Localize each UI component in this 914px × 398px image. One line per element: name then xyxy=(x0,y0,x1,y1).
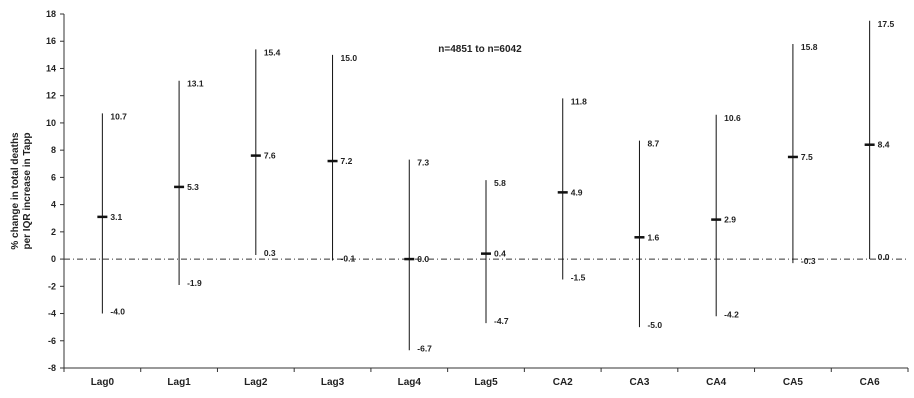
estimate-label: 1.6 xyxy=(647,232,659,242)
lower-ci-label: -4.0 xyxy=(110,307,125,317)
upper-ci-label: 17.5 xyxy=(878,19,895,29)
estimate-label: 3.1 xyxy=(110,212,122,222)
lower-ci-label: -1.9 xyxy=(187,278,202,288)
y-tick-label: -2 xyxy=(48,281,56,291)
estimate-label: 8.4 xyxy=(878,140,890,150)
y-tick-label: 4 xyxy=(51,200,56,210)
estimate-label: 7.6 xyxy=(264,151,276,161)
x-category-label: Lag0 xyxy=(91,377,115,388)
x-category-label: CA4 xyxy=(706,377,726,388)
y-tick-label: 16 xyxy=(46,36,56,46)
y-ticks: -8 -6 -4 -2 0 2 4 6 8 10 12 14 16 18 xyxy=(46,9,64,373)
upper-ci-label: 5.8 xyxy=(494,178,506,188)
lower-ci-label: 0.3 xyxy=(264,248,276,258)
x-category-labels: Lag0 Lag1 Lag2 Lag3 Lag4 Lag5 CA2 CA3 CA4 CA5 CA6 xyxy=(63,368,909,388)
estimate-label: 0.4 xyxy=(494,249,506,259)
lower-ci-label: -4.2 xyxy=(724,309,739,319)
y-tick-label: 8 xyxy=(51,145,56,155)
lower-ci-label: -5.0 xyxy=(647,320,662,330)
estimate-label: 7.2 xyxy=(341,156,353,166)
upper-ci-label: 7.3 xyxy=(417,158,429,168)
y-tick-label: -8 xyxy=(48,363,56,373)
y-tick-label: 0 xyxy=(51,254,56,264)
estimate-label: 2.9 xyxy=(724,215,736,225)
y-tick-label: 18 xyxy=(46,9,56,19)
x-category-label: CA6 xyxy=(860,377,880,388)
estimate-label: 7.5 xyxy=(801,152,813,162)
y-tick-label: -6 xyxy=(48,336,56,346)
upper-ci-label: 15.4 xyxy=(264,47,281,57)
y-tick-label: 6 xyxy=(51,172,56,182)
y-tick-label: -4 xyxy=(48,309,56,319)
upper-ci-label: 15.0 xyxy=(341,53,358,63)
sample-size-annotation: n=4851 to n=6042 xyxy=(438,44,522,55)
x-category-label: Lag4 xyxy=(398,377,422,388)
upper-ci-label: 13.1 xyxy=(187,79,204,89)
y-axis-label-line1: % change in total deaths xyxy=(10,132,21,250)
x-category-label: Lag2 xyxy=(244,377,268,388)
upper-ci-label: 8.7 xyxy=(647,139,659,149)
y-tick-label: 14 xyxy=(46,63,56,73)
estimate-label: 0.0 xyxy=(417,254,429,264)
x-category-label: CA5 xyxy=(783,377,803,388)
lower-ci-label: -4.7 xyxy=(494,316,509,326)
lower-ci-label: -1.5 xyxy=(571,273,586,283)
upper-ci-label: 10.7 xyxy=(110,111,127,121)
x-category-label: CA3 xyxy=(629,377,649,388)
upper-ci-label: 11.8 xyxy=(571,96,587,106)
x-category-label: CA2 xyxy=(553,377,573,388)
y-tick-label: 12 xyxy=(46,91,56,101)
upper-ci-label: 15.8 xyxy=(801,42,818,52)
y-tick-label: 10 xyxy=(46,118,56,128)
lower-ci-label: -0.1 xyxy=(341,253,356,263)
lower-ci-label: -6.7 xyxy=(417,343,432,353)
estimate-label: 4.9 xyxy=(571,187,583,197)
y-axis-label-line2: per IQR increase in Tapp xyxy=(22,132,33,249)
lower-ci-label: -0.3 xyxy=(801,256,816,266)
lower-ci-label: 0.0 xyxy=(878,252,890,262)
x-category-label: Lag3 xyxy=(321,377,345,388)
x-category-label: Lag5 xyxy=(474,377,498,388)
upper-ci-label: 10.6 xyxy=(724,113,741,123)
y-tick-label: 2 xyxy=(51,227,56,237)
error-bars: 10.7 3.1 -4.0 13.1 5.3 -1.9 15.4 7.6 0.3 15.0 7.2 -… xyxy=(97,19,894,353)
estimate-label: 5.3 xyxy=(187,182,199,192)
x-category-label: Lag1 xyxy=(167,377,191,388)
